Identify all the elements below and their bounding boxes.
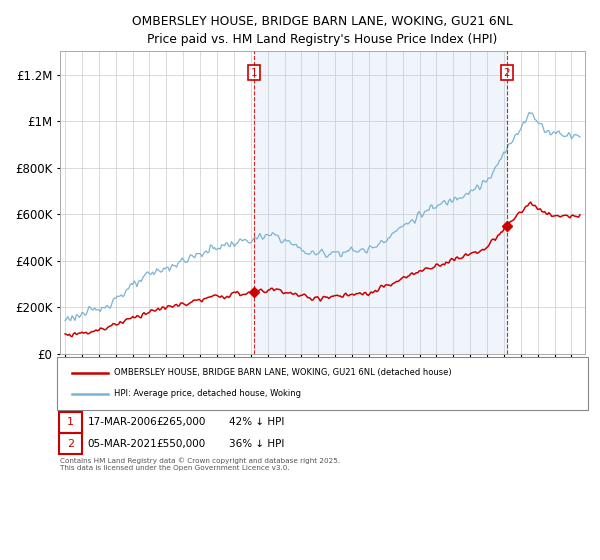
- Text: OMBERSLEY HOUSE, BRIDGE BARN LANE, WOKING, GU21 6NL (detached house): OMBERSLEY HOUSE, BRIDGE BARN LANE, WOKIN…: [114, 368, 452, 377]
- Text: 2: 2: [503, 68, 511, 78]
- Text: 1: 1: [67, 417, 74, 427]
- Text: 1: 1: [251, 68, 257, 78]
- Text: 42% ↓ HPI: 42% ↓ HPI: [229, 417, 284, 427]
- Text: 05-MAR-2021: 05-MAR-2021: [88, 438, 157, 449]
- Bar: [254, 52, 507, 354]
- Text: £550,000: £550,000: [157, 438, 206, 449]
- Text: 17-MAR-2006: 17-MAR-2006: [88, 417, 157, 427]
- Text: £265,000: £265,000: [157, 417, 206, 427]
- Text: HPI: Average price, detached house, Woking: HPI: Average price, detached house, Woki…: [114, 389, 301, 398]
- Text: Contains HM Land Registry data © Crown copyright and database right 2025.
This d: Contains HM Land Registry data © Crown c…: [60, 457, 340, 471]
- Text: 2: 2: [67, 438, 74, 449]
- Text: 36% ↓ HPI: 36% ↓ HPI: [229, 438, 284, 449]
- Title: OMBERSLEY HOUSE, BRIDGE BARN LANE, WOKING, GU21 6NL
Price paid vs. HM Land Regis: OMBERSLEY HOUSE, BRIDGE BARN LANE, WOKIN…: [132, 15, 513, 46]
